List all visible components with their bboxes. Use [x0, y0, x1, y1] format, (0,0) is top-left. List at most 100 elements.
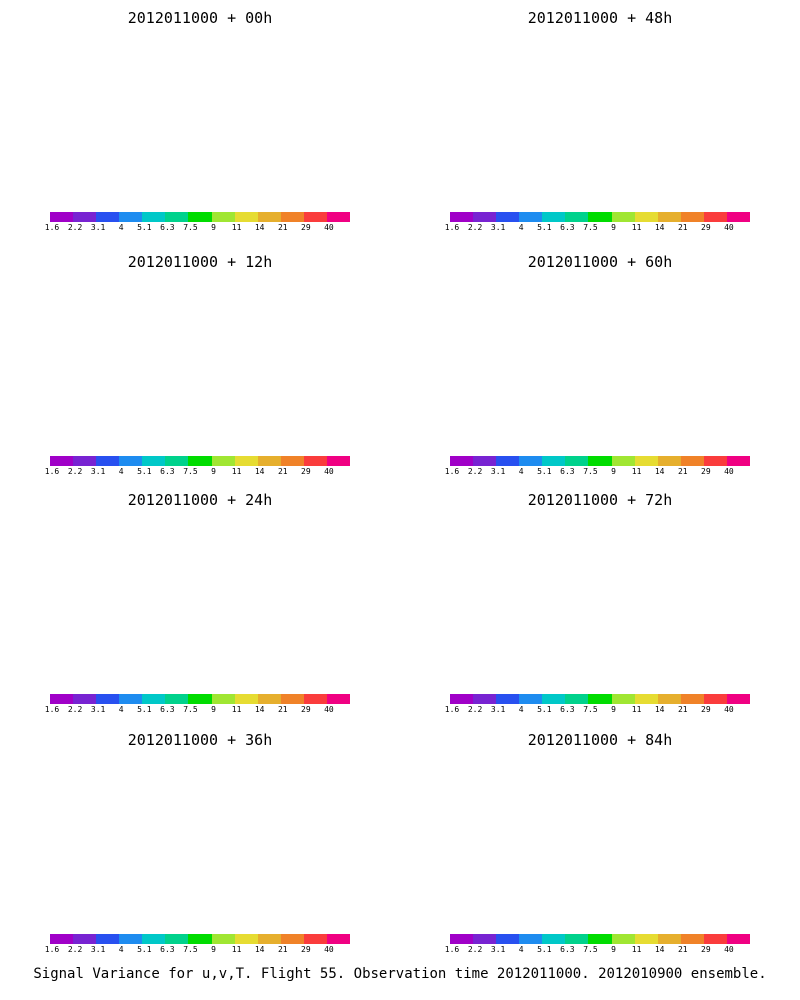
colorbar-swatch [96, 456, 120, 466]
colorbar-swatch [726, 694, 751, 704]
colorbar-tick-label: 6.3 [160, 945, 175, 954]
variance-contour [528, 633, 610, 689]
colorbar-tick-label: 9 [211, 705, 216, 714]
panel-title: 2012011000 + 72h [527, 491, 673, 509]
variance-contour [606, 608, 637, 629]
colorbar: 1.6 2.2 3.1 4 5.1 6.3 7.5 9 11 14 21 29 40 [445, 456, 751, 482]
variance-contour [464, 840, 477, 849]
variance-contour [165, 164, 224, 205]
variance-contour [557, 847, 588, 869]
variance-contour [463, 79, 539, 132]
colorbar-swatch [188, 934, 212, 944]
variance-contour [299, 893, 324, 910]
colorbar-tick-label: 2.2 [467, 467, 483, 476]
colorbar-tick-label: 2.2 [67, 945, 83, 954]
variance-contour [623, 597, 729, 672]
variance-contour [426, 415, 477, 450]
variance-contour [587, 84, 685, 153]
colorbar-swatch [703, 934, 727, 944]
variance-contour [721, 394, 759, 421]
colorbar-tick-label: 21 [677, 945, 688, 954]
colorbar-swatch [234, 934, 258, 944]
colorbar-swatch [611, 934, 635, 944]
low-variance-area [191, 341, 239, 353]
colorbar-swatch [657, 934, 681, 944]
colorbar-tick-label: 9 [211, 945, 216, 954]
variance-contour [533, 125, 577, 156]
graticule [410, 754, 790, 904]
low-variance-area [486, 392, 529, 405]
variance-contour [109, 800, 217, 875]
colorbar-tick-label: 11 [631, 945, 642, 954]
colorbar-swatch [119, 694, 143, 704]
variance-contour [574, 75, 700, 163]
colorbar-swatch [657, 212, 681, 222]
colorbar-tick-label: 6.3 [160, 223, 175, 232]
variance-contour [609, 611, 633, 628]
variance-contour [270, 57, 329, 89]
colorbar-tick-label: 11 [231, 945, 242, 954]
colorbar-tick-label: 1.6 [444, 467, 460, 476]
variance-contour [633, 347, 647, 357]
variance-contour [573, 32, 679, 95]
colorbar-tick-label: 40 [724, 467, 734, 476]
variance-contour [551, 538, 625, 590]
colorbar-swatch [326, 934, 351, 944]
variance-contour [146, 555, 200, 593]
map-panel: 2012011000 + 48h 1.6 2.2 3.1 4 5.1 6.3 7.5 9 11 14… [410, 8, 790, 248]
colorbar-tick-label: 6.3 [560, 223, 575, 232]
variance-contour [651, 312, 770, 395]
variance-contour [560, 106, 620, 148]
variance-contour [486, 547, 527, 576]
variance-contour [148, 643, 219, 689]
variance-contour [634, 621, 742, 689]
variance-contour [528, 109, 562, 133]
colorbar-tick-label: 9 [611, 945, 616, 954]
colorbar-tick-label: 4 [518, 467, 524, 476]
variance-contour [529, 544, 624, 611]
variance-contour [625, 341, 655, 362]
colorbar-swatch [257, 212, 281, 222]
variance-contour [715, 118, 746, 140]
colorbar-swatch [73, 934, 97, 944]
colorbar-tick-label: 21 [677, 223, 688, 232]
colorbar-tick-label: 14 [654, 467, 665, 476]
colorbar-tick-label: 9 [611, 223, 616, 232]
variance-contour [195, 43, 238, 66]
panel-title: 2012011000 + 36h [127, 731, 273, 749]
variance-contour [539, 291, 589, 326]
polar-map [410, 754, 790, 929]
variance-contour [647, 771, 689, 800]
colorbar-tick-label: 6.3 [560, 467, 575, 476]
low-variance-area [414, 171, 467, 193]
map-panel: 2012011000 + 84h 1.6 2.2 3.1 4 5.1 6.3 7.5 9 11 14… [410, 730, 790, 970]
variance-contour [610, 764, 662, 801]
variance-contour [452, 276, 529, 325]
variance-contour [551, 100, 628, 154]
variance-contour [540, 530, 635, 596]
variance-contour [542, 131, 569, 150]
variance-contour [639, 596, 663, 613]
variance-contour [554, 562, 599, 594]
colorbar-tick-label: 5.1 [537, 223, 552, 232]
colorbar-tick-label: 29 [301, 705, 311, 714]
low-variance-area [339, 348, 390, 366]
colorbar-swatch [680, 456, 704, 466]
colorbar-tick-label: 7.5 [583, 223, 598, 232]
low-variance-area [144, 651, 189, 664]
variance-contour [682, 334, 739, 374]
colorbar-swatch [211, 694, 235, 704]
variance-contour [486, 804, 574, 866]
variance-contour [148, 287, 221, 338]
figure-caption: Signal Variance for u,v,T. Flight 55. Ob… [33, 966, 767, 982]
variance-contour [494, 553, 519, 570]
variance-contour [572, 590, 582, 597]
variance-contour [613, 113, 647, 137]
colorbar-swatches [50, 934, 351, 944]
variance-contour [560, 849, 584, 866]
colorbar-tick-label: 4 [118, 467, 124, 476]
low-variance-area [644, 809, 672, 832]
colorbar-swatch [73, 212, 97, 222]
variance-contour [608, 813, 647, 841]
variance-contour [452, 71, 549, 139]
